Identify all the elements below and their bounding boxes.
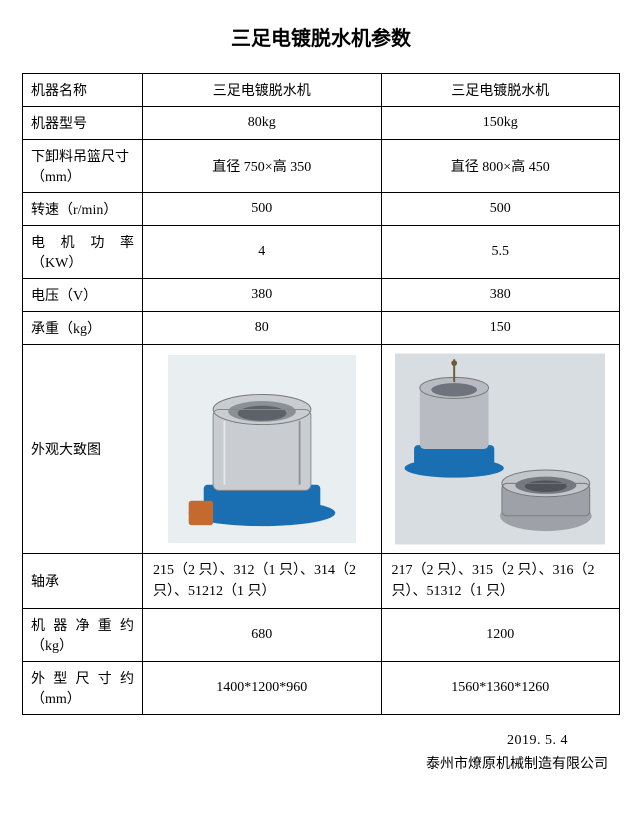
table-row: 电压（V） 380 380	[23, 279, 620, 312]
cell: 80	[143, 312, 382, 345]
row-label: 下卸料吊篮尺寸（mm）	[23, 140, 143, 193]
image-cell	[381, 345, 620, 554]
cell: 217（2 只）、315（2 只）、316（2 只）、51312（1 只）	[381, 554, 620, 609]
cell: 500	[381, 193, 620, 226]
cell: 80kg	[143, 107, 382, 140]
cell: 5.5	[381, 226, 620, 279]
row-label: 电 机 功 率（KW）	[23, 226, 143, 279]
row-label: 转速（r/min）	[23, 193, 143, 226]
footer-date: 2019. 5. 4	[22, 733, 568, 749]
row-label: 轴承	[23, 554, 143, 609]
cell: 1200	[381, 609, 620, 662]
table-row: 外观大致图	[23, 345, 620, 554]
cell: 1560*1360*1260	[381, 662, 620, 715]
row-label: 外观大致图	[23, 345, 143, 554]
row-label: 承重（kg）	[23, 312, 143, 345]
cell: 680	[143, 609, 382, 662]
row-label: 机器型号	[23, 107, 143, 140]
row-label: 机器名称	[23, 74, 143, 107]
image-cell	[143, 345, 382, 554]
table-row: 电 机 功 率（KW） 4 5.5	[23, 226, 620, 279]
table-row: 转速（r/min） 500 500	[23, 193, 620, 226]
machine-image-80kg	[149, 351, 375, 547]
table-row: 轴承 215（2 只）、312（1 只）、314（2 只）、51212（1 只）…	[23, 554, 620, 609]
cell: 150	[381, 312, 620, 345]
table-row: 承重（kg） 80 150	[23, 312, 620, 345]
cell: 150kg	[381, 107, 620, 140]
cell: 380	[143, 279, 382, 312]
row-label: 机 器 净 重 约（kg）	[23, 609, 143, 662]
cell: 三足电镀脱水机	[381, 74, 620, 107]
cell: 直径 800×高 450	[381, 140, 620, 193]
table-row: 机器名称 三足电镀脱水机 三足电镀脱水机	[23, 74, 620, 107]
cell: 500	[143, 193, 382, 226]
table-row: 机器型号 80kg 150kg	[23, 107, 620, 140]
cell: 4	[143, 226, 382, 279]
footer-company: 泰州市燎原机械制造有限公司	[22, 753, 608, 773]
cell: 380	[381, 279, 620, 312]
table-row: 外 型 尺 寸 约（mm） 1400*1200*960 1560*1360*12…	[23, 662, 620, 715]
machine-image-150kg	[388, 351, 614, 547]
row-label: 电压（V）	[23, 279, 143, 312]
page-title: 三足电镀脱水机参数	[22, 22, 620, 51]
cell: 三足电镀脱水机	[143, 74, 382, 107]
table-row: 下卸料吊篮尺寸（mm） 直径 750×高 350 直径 800×高 450	[23, 140, 620, 193]
row-label: 外 型 尺 寸 约（mm）	[23, 662, 143, 715]
cell: 1400*1200*960	[143, 662, 382, 715]
cell: 215（2 只）、312（1 只）、314（2 只）、51212（1 只）	[143, 554, 382, 609]
spec-table: 机器名称 三足电镀脱水机 三足电镀脱水机 机器型号 80kg 150kg 下卸料…	[22, 73, 620, 715]
table-row: 机 器 净 重 约（kg） 680 1200	[23, 609, 620, 662]
cell: 直径 750×高 350	[143, 140, 382, 193]
